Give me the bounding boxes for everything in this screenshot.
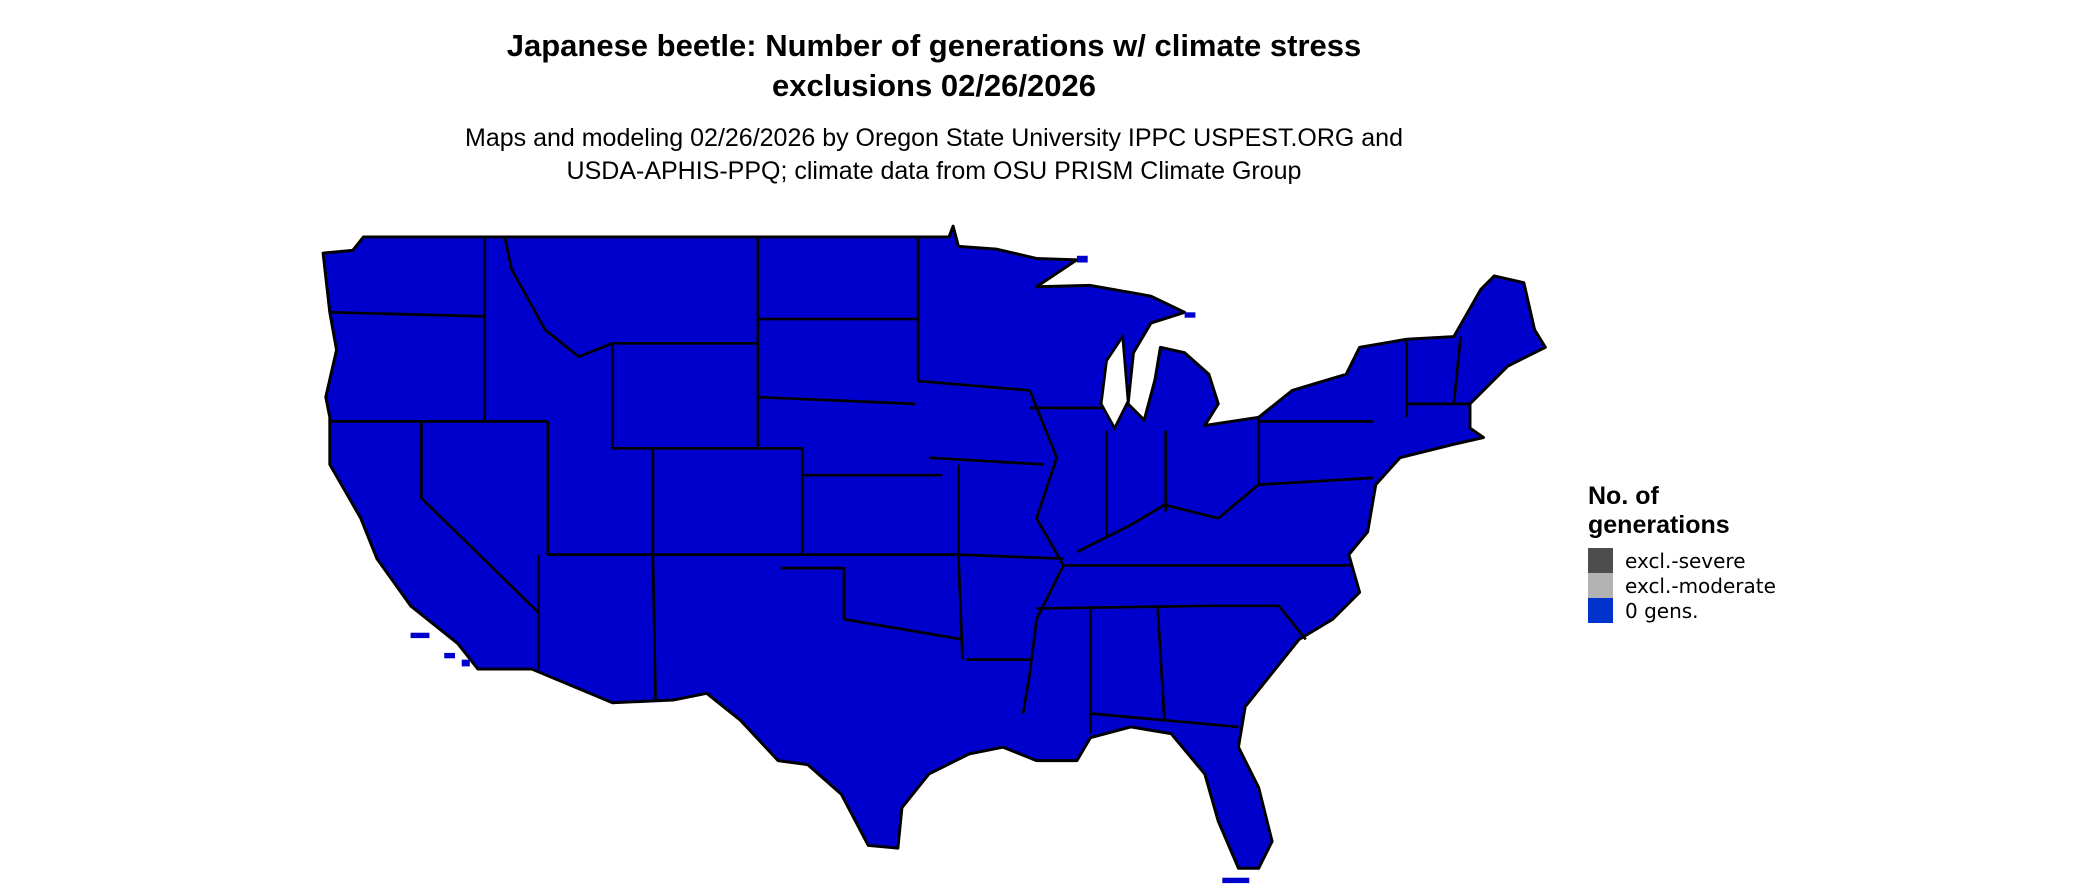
coastal-islands bbox=[410, 255, 1250, 884]
legend-swatch bbox=[1588, 598, 1613, 623]
legend-item-0-gens: 0 gens. bbox=[1588, 598, 1776, 623]
map-title: Japanese beetle: Number of generations w… bbox=[0, 26, 1868, 106]
us-outline bbox=[321, 224, 1547, 870]
legend-label: excl.-severe bbox=[1625, 548, 1746, 573]
lake-michigan bbox=[1099, 332, 1130, 431]
state-borders bbox=[329, 236, 1470, 734]
legend: No. of generations excl.-severe excl.-mo… bbox=[1588, 482, 1776, 623]
legend-item-excl-severe: excl.-severe bbox=[1588, 548, 1776, 573]
legend-label: 0 gens. bbox=[1625, 598, 1699, 623]
legend-item-excl-moderate: excl.-moderate bbox=[1588, 573, 1776, 598]
subtitle-line-2: USDA-APHIS-PPQ; climate data from OSU PR… bbox=[566, 157, 1302, 185]
legend-swatch bbox=[1588, 573, 1613, 598]
map-subtitle: Maps and modeling 02/26/2026 by Oregon S… bbox=[0, 122, 1868, 188]
subtitle-line-1: Maps and modeling 02/26/2026 by Oregon S… bbox=[465, 124, 1403, 152]
legend-title-line-2: generations bbox=[1588, 511, 1730, 539]
legend-label: excl.-moderate bbox=[1625, 573, 1776, 598]
legend-swatch bbox=[1588, 548, 1613, 573]
legend-title: No. of generations bbox=[1588, 482, 1776, 540]
title-line-2: exclusions 02/26/2026 bbox=[771, 68, 1096, 103]
title-line-1: Japanese beetle: Number of generations w… bbox=[506, 28, 1362, 63]
legend-title-line-1: No. of bbox=[1588, 482, 1659, 510]
